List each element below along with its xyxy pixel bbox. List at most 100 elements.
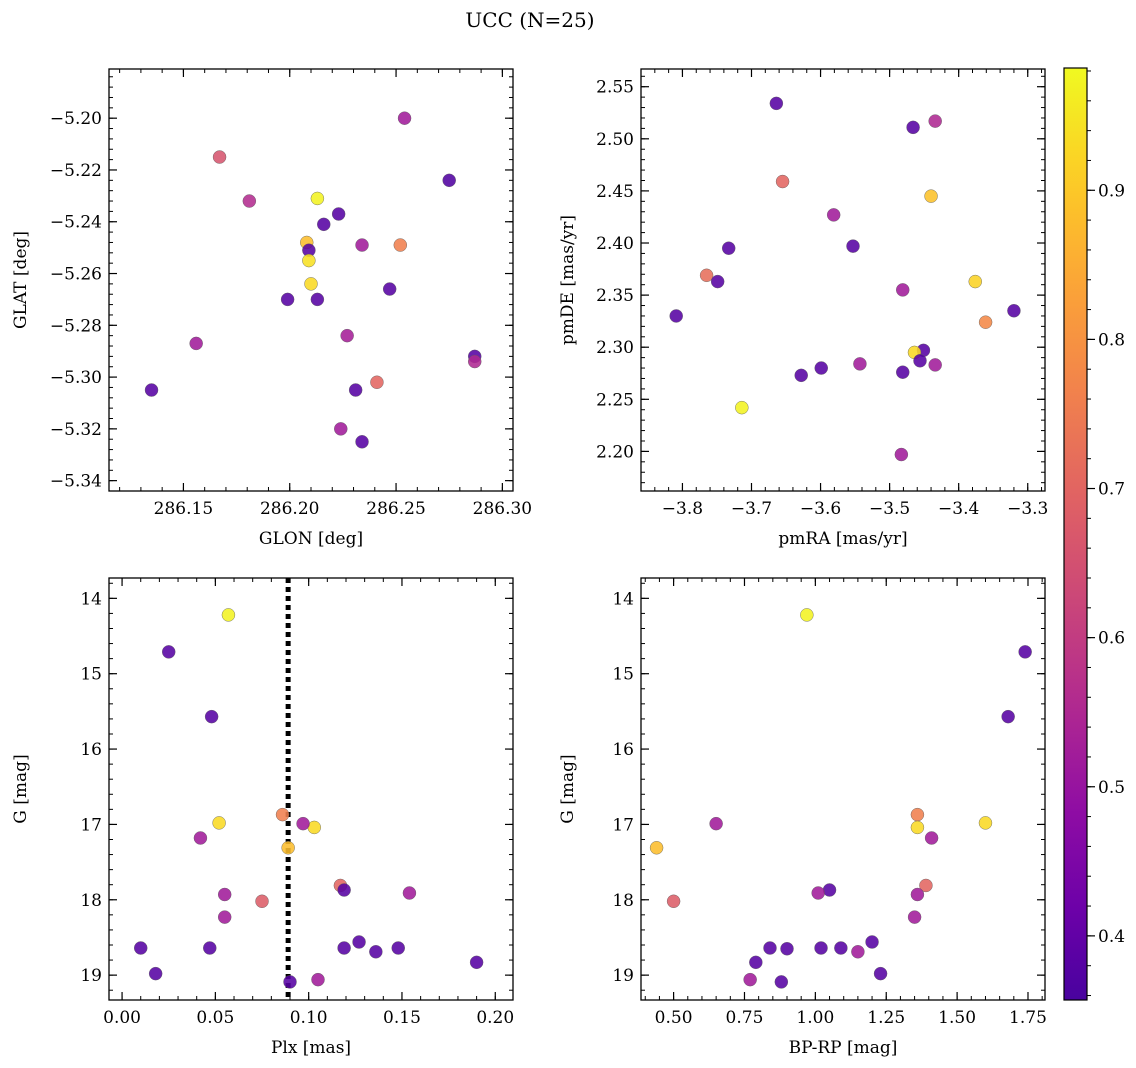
- y-tick-label: 17: [80, 815, 102, 835]
- scatter-point: [311, 972, 325, 987]
- scatter-point: [710, 274, 725, 289]
- y-tick-label: −5.26: [50, 265, 102, 285]
- scatter-point: [968, 274, 982, 289]
- scatter-point: [794, 368, 808, 383]
- colorbar-tick-label: 0.7: [1098, 480, 1125, 500]
- y-tick-label: 18: [612, 891, 634, 911]
- x-tick-label: 0.20: [476, 1008, 514, 1028]
- scatter-point: [769, 96, 784, 111]
- scatter-point: [811, 886, 825, 900]
- y-tick-label: 2.35: [596, 286, 634, 306]
- axes-frame: [108, 68, 514, 492]
- scatter-point: [775, 174, 790, 189]
- scatter-point: [280, 292, 295, 307]
- scatter-point: [469, 955, 484, 970]
- scatter-point: [851, 945, 865, 959]
- scatter-point: [393, 238, 408, 252]
- scatter-point: [275, 807, 290, 822]
- y-tick-label: 2.25: [596, 390, 634, 410]
- scatter-point: [907, 910, 922, 924]
- scatter-point: [221, 608, 236, 622]
- colorbar-tick-label: 0.6: [1098, 629, 1125, 649]
- scatter-point: [666, 894, 681, 908]
- x-tick-label: −3.6: [800, 499, 841, 519]
- scatter-point: [814, 941, 828, 955]
- scatter-point: [144, 383, 159, 397]
- scatter-point: [774, 975, 789, 989]
- axes-frame: [640, 577, 1046, 1001]
- scatter-point: [442, 173, 456, 188]
- scatter-point: [735, 400, 749, 415]
- colorbar-tick-label: 0.5: [1098, 778, 1125, 798]
- figure-title: UCC (N=25): [465, 8, 594, 32]
- y-tick-label: −5.32: [50, 420, 102, 440]
- scatter-point: [204, 709, 219, 724]
- scatter-point: [189, 336, 203, 351]
- y-tick-label: −5.20: [50, 109, 102, 129]
- scatter-point: [919, 878, 933, 893]
- y-tick-label: −5.28: [50, 316, 102, 336]
- panel-bprp-g: 0.50 0.75 1.00 1.25 1.50 1.75 14 15 16 17 18 19 BP-R…: [558, 577, 1047, 1058]
- scatter-point: [310, 292, 325, 307]
- scatter-point: [281, 841, 295, 855]
- scatter-point: [468, 354, 482, 369]
- scatter-point: [348, 383, 363, 397]
- scatter-point: [310, 191, 325, 206]
- x-tick-label: 0.10: [290, 1008, 328, 1028]
- scatter-point: [743, 972, 757, 987]
- scatter-point: [928, 358, 942, 372]
- scatter-point: [978, 315, 993, 329]
- scatter-point: [763, 941, 777, 955]
- y-tick-label: 2.40: [596, 234, 634, 254]
- scatter-point: [217, 910, 232, 924]
- x-tick-label: −3.7: [731, 499, 772, 519]
- panels: 286.15 286.20 286.25 286.30 −5.34 −5.32 −5.30 −…: [11, 68, 1048, 1058]
- scatter-point: [382, 282, 397, 296]
- x-axis-label: pmRA [mas/yr]: [778, 529, 907, 549]
- y-tick-label: 2.50: [596, 130, 634, 150]
- scatter-point: [148, 966, 163, 981]
- scatter-point: [340, 328, 354, 343]
- y-tick-label: 19: [612, 966, 634, 986]
- y-tick-label: 2.45: [596, 182, 634, 202]
- scatter-point: [910, 807, 925, 822]
- scatter-point: [846, 239, 860, 253]
- x-tick-label: 0.15: [383, 1008, 421, 1028]
- scatter-point: [331, 207, 346, 221]
- scatter-point: [134, 941, 148, 955]
- scatter-point: [217, 887, 232, 902]
- colorbar-tick-label: 0.4: [1098, 927, 1125, 947]
- scatter-point: [255, 894, 269, 908]
- scatter-point: [928, 114, 942, 128]
- scatter-point: [924, 189, 938, 203]
- colorbar: 0.4 0.5 0.6 0.7 0.8 0.9: [1063, 67, 1125, 1001]
- y-tick-label: −5.22: [50, 161, 102, 181]
- scatter-point: [304, 277, 318, 291]
- y-tick-label: 15: [80, 665, 102, 685]
- scatter-point: [906, 120, 920, 135]
- scatter-point: [722, 241, 736, 255]
- panel-plx-g: 0.00 0.05 0.10 0.15 0.20 14 15 16 17 18 19 Plx [mas…: [11, 577, 514, 1058]
- scatter-point: [749, 955, 763, 970]
- scatter-point: [317, 217, 331, 232]
- x-tick-label: 0.00: [103, 1008, 141, 1028]
- x-tick-label: 1.50: [938, 1008, 976, 1028]
- x-tick-label: 286.15: [154, 499, 213, 519]
- scatter-point: [913, 354, 927, 368]
- y-axis-label: G [mag]: [558, 754, 578, 823]
- scatter-point: [1001, 709, 1015, 724]
- scatter-point: [910, 820, 925, 835]
- scatter-point: [826, 208, 841, 222]
- y-tick-label: 15: [612, 665, 634, 685]
- x-tick-label: 1.00: [796, 1008, 834, 1028]
- scatter-point: [924, 831, 939, 845]
- scatter-point: [370, 375, 384, 389]
- x-tick-label: 286.30: [473, 499, 532, 519]
- y-tick-label: 17: [612, 815, 634, 835]
- scatter-point: [822, 883, 837, 897]
- scatter-point: [402, 886, 417, 900]
- y-tick-label: −5.30: [50, 368, 102, 388]
- scatter-point: [1007, 304, 1021, 318]
- y-tick-label: 14: [612, 589, 634, 609]
- scatter-point: [1018, 645, 1032, 659]
